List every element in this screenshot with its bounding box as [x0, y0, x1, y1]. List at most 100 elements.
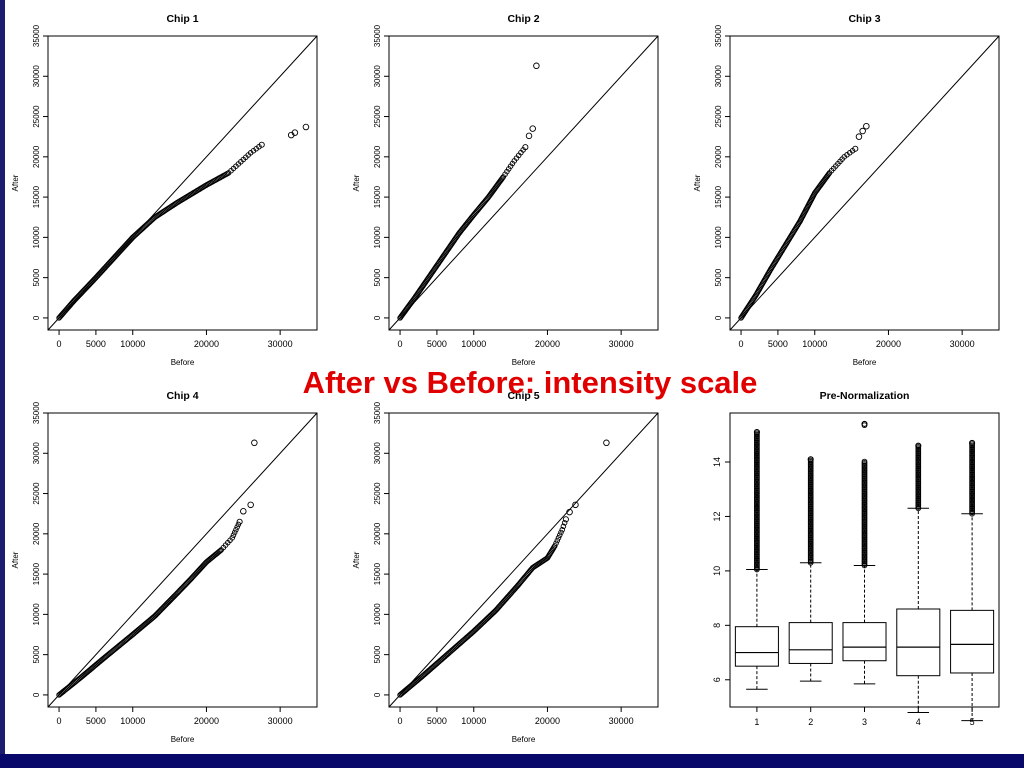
panel-3: Chip 3 0 5000 10000 15000 20000 25000 30000 3500…	[693, 13, 1000, 367]
x-tick-label: 0	[398, 339, 403, 349]
outlier-point	[807, 456, 814, 463]
data-point	[825, 171, 832, 177]
outlier-point	[529, 125, 536, 132]
y-tick-label: 15000	[373, 185, 382, 208]
data-point	[555, 535, 562, 541]
plots-canvas: Chip 10500010000150002000025000300003500…	[11, 13, 1000, 744]
x-tick-label: 4	[916, 717, 921, 727]
plot-frame	[47, 35, 318, 331]
identity-line	[388, 35, 659, 331]
x-tick-label: 10000	[120, 716, 145, 726]
x-tick-label: 5000	[86, 716, 106, 726]
plot-frame	[388, 412, 659, 708]
y-tick-label: 25000	[373, 482, 382, 505]
x-axis-label: Before	[512, 358, 536, 367]
x-tick-label: 5000	[768, 339, 788, 349]
y-axis-label: After	[352, 551, 361, 568]
slide-headline: After vs Before: intensity scale	[302, 365, 758, 400]
data-point	[236, 518, 243, 525]
x-tick-label: 30000	[268, 339, 293, 349]
panel-title: Chip 4	[166, 390, 198, 402]
x-tick-label: 5000	[86, 339, 106, 349]
x-tick-label: 30000	[609, 339, 634, 349]
outlier-point	[859, 127, 866, 135]
y-axis-label: After	[693, 174, 702, 191]
x-tick-label: 3	[862, 717, 867, 727]
x-tick-label: 10000	[120, 339, 145, 349]
y-tick-label: 5000	[714, 268, 723, 286]
x-axis-label: Before	[853, 358, 877, 367]
outlier-point	[251, 439, 258, 447]
box	[842, 622, 887, 662]
data-point	[229, 535, 235, 541]
x-tick-label: 1	[754, 717, 759, 727]
y-tick-label: 35000	[373, 401, 382, 424]
y-tick-label: 25000	[32, 482, 41, 505]
data-point	[234, 524, 240, 530]
y-tick-label: 10000	[373, 226, 382, 249]
outlier-point	[533, 62, 540, 70]
x-tick-label: 20000	[535, 339, 560, 349]
panel-title: Chip 5	[507, 390, 539, 402]
y-tick-label: 30000	[373, 65, 382, 88]
x-tick-label: 20000	[876, 339, 901, 349]
data-point	[231, 529, 238, 536]
data-point	[522, 144, 529, 151]
y-tick-label: 0	[32, 692, 41, 697]
x-tick-label: 0	[398, 716, 403, 726]
data-point	[852, 145, 859, 152]
y-tick-label: 15000	[373, 562, 382, 585]
panel-5: Chip 5 0 5000 10000 15000 20000 25000 30000 3500…	[352, 390, 659, 744]
data-point	[554, 537, 561, 544]
box	[788, 622, 833, 664]
y-tick-label: 12	[712, 511, 722, 521]
y-tick-label: 14	[712, 457, 722, 467]
box	[950, 609, 995, 674]
x-tick-label: 10000	[802, 339, 827, 349]
x-tick-label: 30000	[609, 716, 634, 726]
y-tick-label: 10	[712, 566, 722, 576]
x-tick-label: 5	[970, 717, 975, 727]
x-tick-label: 0	[57, 716, 62, 726]
identity-line	[388, 412, 659, 708]
x-tick-label: 20000	[194, 339, 219, 349]
box	[734, 626, 779, 667]
data-point	[230, 532, 237, 538]
identity-line	[729, 35, 1000, 331]
x-tick-label: 10000	[461, 339, 486, 349]
x-tick-label: 5000	[427, 716, 447, 726]
y-tick-label: 15000	[714, 185, 723, 208]
outlier-point	[915, 442, 922, 449]
y-tick-label: 20000	[373, 522, 382, 545]
x-tick-label: 30000	[268, 716, 293, 726]
y-tick-label: 35000	[32, 401, 41, 424]
y-tick-label: 25000	[714, 105, 723, 128]
y-tick-label: 6	[712, 677, 722, 682]
panel-2: Chip 2 0 5000 10000 15000 20000 25000 30000 3500…	[352, 13, 659, 367]
data-point	[553, 540, 559, 546]
y-tick-label: 20000	[32, 522, 41, 545]
data-point	[556, 532, 563, 538]
y-tick-label: 30000	[373, 442, 382, 465]
y-tick-label: 10000	[32, 603, 41, 626]
y-axis-label: After	[11, 551, 20, 568]
outlier-point	[291, 129, 299, 136]
slide: Chip 1 0 5000 10000 15000 20000 25000 30000 3500…	[5, 0, 1024, 754]
data-point	[499, 175, 506, 181]
plot-frame	[729, 35, 1000, 331]
x-tick-label: 20000	[535, 716, 560, 726]
outlier-point	[969, 439, 976, 446]
y-tick-label: 35000	[373, 24, 382, 47]
bottom-bar	[0, 754, 1024, 768]
y-axis-label: After	[11, 174, 20, 191]
outlier-point	[572, 501, 579, 509]
y-tick-label: 10000	[373, 603, 382, 626]
outlier-point	[753, 429, 760, 436]
outlier-point	[861, 458, 868, 465]
data-point	[217, 548, 223, 554]
y-tick-label: 5000	[373, 645, 382, 663]
y-tick-label: 30000	[714, 65, 723, 88]
y-tick-label: 8	[712, 623, 722, 628]
data-point	[561, 520, 568, 526]
